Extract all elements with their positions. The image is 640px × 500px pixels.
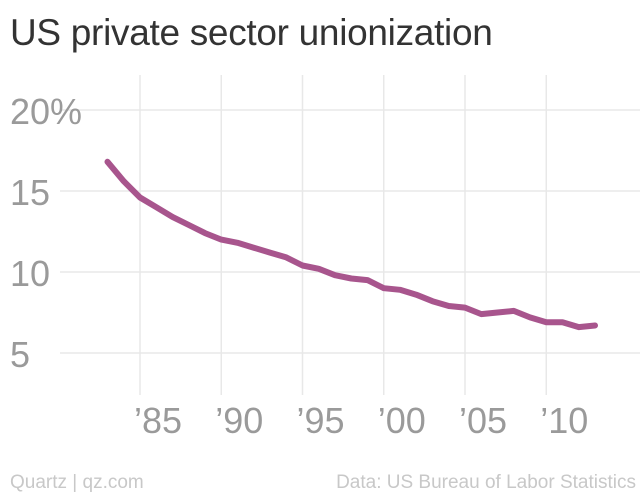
y-axis-ticks: 20% 15 10 5 (10, 91, 82, 375)
footer-source-right: Data: US Bureau of Labor Statistics (336, 472, 636, 493)
chart-title: US private sector unionization (10, 12, 493, 53)
series-line (104, 158, 598, 331)
x-tick-label: ’90 (215, 400, 263, 441)
footer-source-left: Quartz | qz.com (10, 472, 144, 493)
x-tick-label: ’10 (540, 400, 588, 441)
line-chart: 20% 15 10 5 ’85 ’90 ’95 ’00 ’05 ’10 (10, 75, 640, 441)
x-tick-label: ’95 (297, 400, 345, 441)
y-tick-label: 5 (10, 334, 30, 375)
y-tick-label: 15 (10, 172, 50, 213)
x-tick-label: ’00 (378, 400, 426, 441)
y-tick-label: 10 (10, 253, 50, 294)
x-tick-label: ’05 (459, 400, 507, 441)
y-tick-label: 20% (10, 91, 82, 132)
x-axis-ticks: ’85 ’90 ’95 ’00 ’05 ’10 (134, 400, 588, 441)
grid-lines (60, 75, 640, 395)
series-layer (104, 158, 598, 331)
x-tick-label: ’85 (134, 400, 182, 441)
